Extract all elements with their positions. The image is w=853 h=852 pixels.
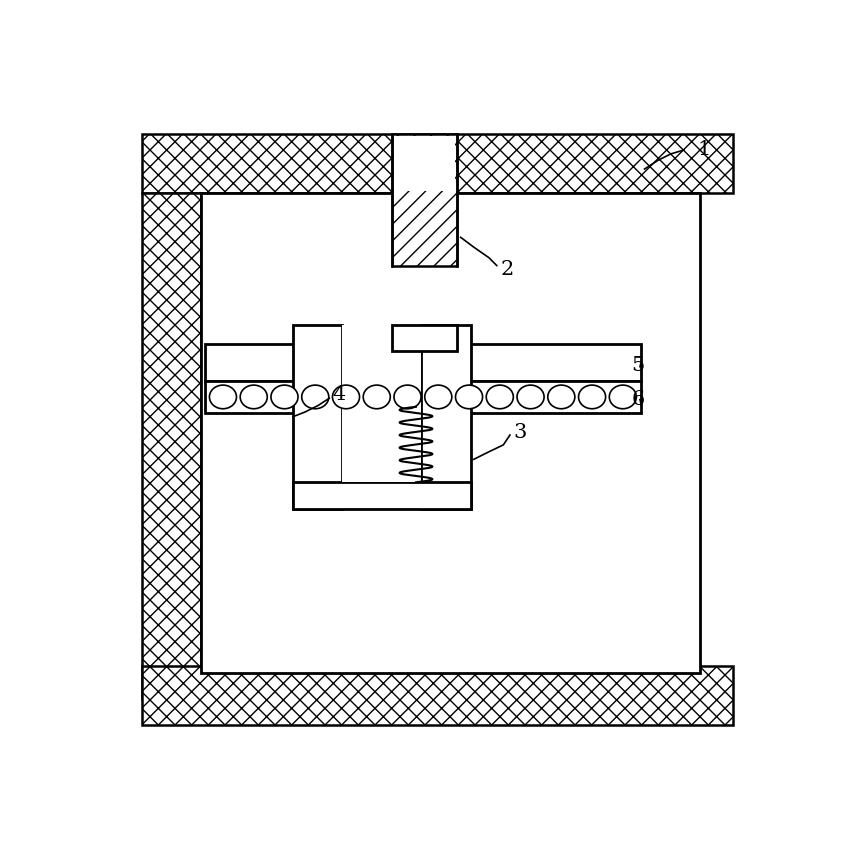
Bar bbox=[421, 325, 470, 509]
Bar bbox=[392, 325, 457, 352]
Ellipse shape bbox=[455, 386, 482, 409]
Bar bbox=[142, 194, 201, 699]
Text: 5: 5 bbox=[630, 355, 644, 374]
Ellipse shape bbox=[332, 386, 359, 409]
Ellipse shape bbox=[608, 386, 635, 409]
Text: 2: 2 bbox=[500, 260, 513, 279]
Ellipse shape bbox=[485, 386, 513, 409]
Ellipse shape bbox=[240, 386, 267, 409]
Bar bbox=[393, 137, 455, 192]
Ellipse shape bbox=[577, 386, 605, 409]
Text: 3: 3 bbox=[513, 423, 526, 441]
Ellipse shape bbox=[393, 386, 421, 409]
Ellipse shape bbox=[270, 386, 298, 409]
Bar bbox=[342, 325, 421, 483]
Text: 4: 4 bbox=[332, 385, 345, 404]
Bar bbox=[293, 325, 342, 509]
Bar bbox=[142, 135, 733, 194]
Ellipse shape bbox=[301, 386, 328, 409]
Bar bbox=[204, 381, 641, 414]
Bar bbox=[392, 135, 457, 266]
Ellipse shape bbox=[209, 386, 236, 409]
Text: 6: 6 bbox=[630, 390, 644, 409]
Bar bbox=[201, 194, 699, 673]
Ellipse shape bbox=[424, 386, 451, 409]
Ellipse shape bbox=[363, 386, 390, 409]
Text: 1: 1 bbox=[696, 140, 710, 159]
Ellipse shape bbox=[516, 386, 543, 409]
Bar bbox=[142, 666, 733, 726]
Bar bbox=[293, 483, 470, 509]
Ellipse shape bbox=[547, 386, 574, 409]
Bar bbox=[204, 345, 641, 381]
